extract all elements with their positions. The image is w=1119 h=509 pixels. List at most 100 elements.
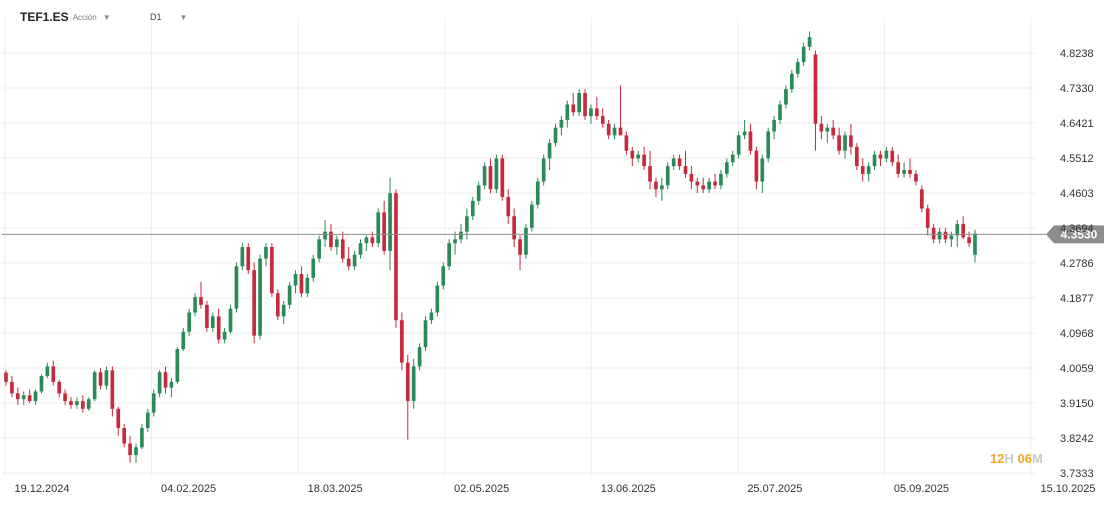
candle-body [795, 62, 800, 74]
candle [441, 262, 446, 290]
countdown-minutes: 06 [1017, 451, 1032, 466]
candle-body [819, 123, 824, 132]
candle [27, 389, 32, 404]
candle [470, 196, 475, 221]
candle-body [683, 166, 688, 174]
candle [75, 397, 79, 409]
candle-body [216, 316, 221, 340]
candle [630, 146, 635, 167]
timeframe-selector[interactable]: D1 ▼ [150, 12, 187, 22]
candle-body [701, 185, 706, 190]
candle-body [878, 154, 883, 159]
candle [925, 204, 930, 236]
candle [364, 235, 369, 251]
candle-body [417, 347, 422, 367]
candle-body [376, 212, 381, 244]
candle-body [860, 166, 865, 174]
candle [553, 123, 558, 147]
candle [228, 304, 233, 334]
candle [571, 92, 576, 117]
y-tick-label: 3.9150 [1060, 398, 1094, 410]
candle [801, 42, 806, 67]
candle-body [210, 316, 215, 328]
candle-body [943, 231, 948, 240]
candle [305, 273, 310, 298]
candle [193, 293, 197, 317]
candle-body [807, 37, 812, 47]
candle-body [719, 173, 723, 186]
y-axis: 4.8238 4.7330 4.6421 4.5512 4.4603 4.3694 4.27… [1060, 48, 1094, 480]
candle-body [866, 166, 871, 174]
candle-body [388, 193, 392, 251]
candle-body [104, 370, 109, 386]
candle-body [748, 131, 753, 151]
candle [730, 150, 735, 167]
candle [843, 131, 847, 159]
y-tick-label: 4.3694 [1060, 223, 1094, 235]
x-tick-label: 05.09.2025 [894, 483, 949, 495]
candle [795, 58, 800, 78]
candle [872, 150, 877, 171]
candle [589, 104, 593, 124]
candle [973, 229, 977, 263]
candle [358, 239, 363, 259]
candle-body [222, 331, 227, 340]
candle-body [33, 391, 38, 402]
candle-body [488, 166, 493, 190]
symbol-selector[interactable]: TEF1.ES Acción ▼ [20, 10, 111, 24]
candle [624, 131, 629, 155]
candle-body [246, 247, 251, 271]
candle [695, 177, 700, 194]
candle [405, 354, 410, 440]
caret-down-icon[interactable]: ▼ [179, 12, 188, 22]
candle [264, 243, 268, 267]
candle-body [10, 381, 14, 394]
candle-body [116, 408, 121, 429]
candle-body [352, 254, 357, 267]
candle [122, 424, 127, 448]
x-tick-label: 13.06.2025 [601, 483, 656, 495]
candle [92, 370, 97, 402]
candle [677, 154, 682, 171]
candle [21, 391, 26, 405]
candle-body [813, 54, 818, 124]
candle-body [57, 381, 62, 394]
candle [866, 162, 871, 182]
candle-body [961, 223, 966, 238]
candle-body [636, 154, 641, 159]
candle-body [27, 395, 32, 402]
candle [86, 397, 91, 411]
candle [606, 119, 611, 140]
x-tick-label: 02.05.2025 [454, 483, 509, 495]
candle [329, 223, 333, 251]
candle [671, 154, 676, 171]
candle-body [63, 393, 67, 402]
candle-body [725, 162, 729, 174]
candle [494, 154, 499, 194]
candle-body [270, 247, 274, 294]
candle [642, 146, 646, 171]
candle-body [482, 166, 487, 186]
candle [878, 150, 883, 167]
countdown-hours: 12 [990, 451, 1005, 466]
candle [163, 366, 168, 394]
candle-body [908, 170, 912, 174]
candle [151, 389, 156, 417]
last-price-tag [1046, 225, 1104, 244]
candle [376, 208, 381, 248]
y-tick-label: 4.0059 [1060, 363, 1094, 375]
candle [547, 139, 552, 171]
candle-body [240, 247, 245, 267]
candle [689, 166, 694, 190]
caret-down-icon[interactable]: ▼ [102, 12, 111, 22]
candle-body [15, 393, 20, 400]
symbol-label: TEF1.ES [20, 10, 69, 24]
candle [707, 177, 711, 194]
candle-body [541, 158, 546, 182]
countdown-minutes-unit: M [1031, 451, 1043, 466]
last-price-line: 4.3530 [2, 225, 1104, 244]
candle [346, 247, 351, 271]
candle [459, 223, 463, 244]
